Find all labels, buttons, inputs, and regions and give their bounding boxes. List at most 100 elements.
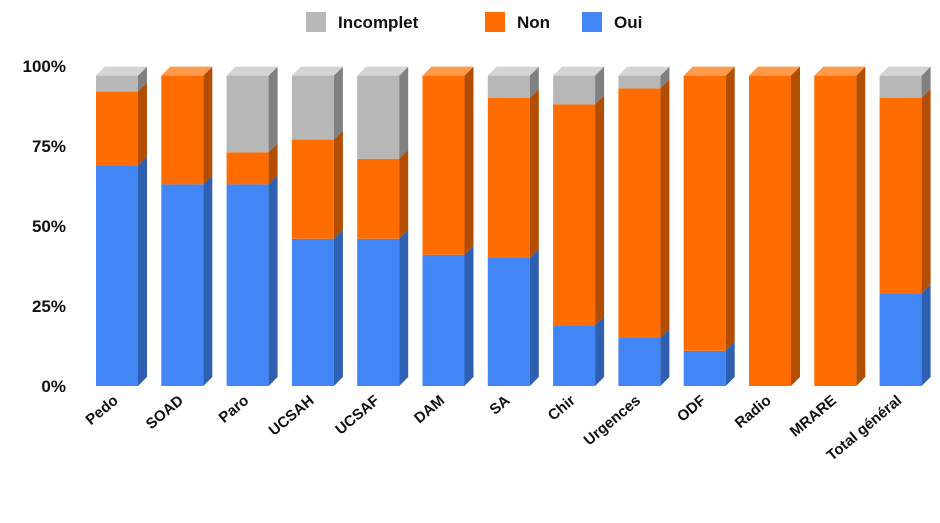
x-tick-label: UCSAF [332,392,383,438]
legend-swatch [306,12,326,32]
bar-top-cap [683,66,735,76]
bar-segment-side-non [856,66,866,386]
x-tick-label: MRARE [787,392,840,440]
bar-segment-side-incomplet [138,66,147,92]
x-axis: Pedo SOAD Paro UCSAH UCSAF DAM SA Chir Urgences O… [83,392,906,464]
bar-group [161,66,213,386]
bar-segment-side-non [725,66,735,351]
bar-segment-side-oui [595,316,605,386]
bar-segment-non [422,75,465,255]
bar-top-cap [226,66,278,76]
legend-swatch [485,12,505,32]
bar-segment-side-incomplet [921,66,931,98]
bar-segment-side-oui [138,156,147,386]
legend: Incomplet Non Oui [306,12,642,32]
bar-segment-side-non [529,89,539,258]
bar-segment-incomplet [226,75,269,153]
bar-segment-side-oui [203,175,213,386]
bar-segment-oui [96,165,138,386]
bar-segment-incomplet [487,75,530,98]
bar-segment-non [814,75,857,386]
x-tick-label: Chir [545,392,579,424]
bar-segment-side-oui [725,341,735,386]
bar-group [226,66,278,386]
bar-group [683,66,735,386]
legend-item: Incomplet [306,12,419,32]
bar-segment-incomplet [357,75,400,159]
bar-segment-oui [291,238,334,386]
x-tick-label: Radio [732,392,775,432]
bar-top-cap [749,66,800,76]
bar-segment-oui [553,325,596,386]
x-tick-label: DAM [411,392,448,427]
bar-top-cap [96,66,147,76]
bar-group [487,66,539,386]
bar-segment-incomplet [291,75,334,140]
bar-top-cap [618,66,670,76]
bar-segment-non [553,104,596,326]
bar-group [553,66,605,386]
bar-segment-side-non [791,66,800,386]
bar-segment-side-oui [268,175,278,386]
bar-segment-side-oui [660,329,670,386]
bar-segment-side-non [333,130,343,239]
bar-segment-oui [618,338,661,386]
bar-top-cap [487,66,539,76]
bar-segment-side-incomplet [333,66,343,140]
x-tick-label: UCSAH [266,392,318,439]
bar-group [879,66,931,386]
bar-segment-side-oui [464,245,474,386]
legend-label: Non [517,13,550,32]
bar-segment-side-oui [921,284,931,386]
bar-segment-non [683,75,726,351]
x-tick-label: SA [486,392,513,419]
y-tick-label: 0% [41,377,66,396]
bar-group [96,66,147,386]
bar-segment-side-non [660,79,670,339]
bar-segment-side-incomplet [399,66,409,159]
bar-segment-side-incomplet [529,66,539,98]
bar-top-cap [879,66,931,76]
bar-segment-incomplet [553,75,596,105]
bar-segment-incomplet [879,75,922,98]
bar-segment-non [618,88,661,339]
bar-segment-oui [879,293,922,386]
y-tick-label: 100% [23,57,66,76]
bar-group [422,66,474,386]
legend-label: Oui [614,13,642,32]
bar-segment-oui [422,254,465,386]
x-tick-label: Pedo [83,392,122,429]
bar-segment-non [487,98,530,258]
y-tick-label: 50% [32,217,66,236]
legend-item: Non [485,12,550,32]
bar-top-cap [422,66,474,76]
bar-segment-side-non [464,66,474,255]
legend-item: Oui [582,12,642,32]
x-tick-label: Urgences [581,392,644,449]
bar-segment-oui [161,184,204,386]
bar-segment-non [291,139,334,239]
bar-segment-non [749,75,791,386]
bars [96,66,931,386]
bar-segment-non [879,98,922,294]
bar-segment-oui [683,350,726,386]
bar-group [618,66,670,386]
bar-group [357,66,409,386]
bar-segment-non [96,91,138,166]
bar-group [749,66,800,386]
bar-segment-incomplet [96,75,138,92]
legend-label: Incomplet [338,13,419,32]
bar-segment-side-non [921,89,931,294]
bar-top-cap [814,66,866,76]
y-tick-label: 75% [32,137,66,156]
bar-segment-oui [357,238,400,386]
bar-segment-incomplet [618,75,661,89]
bar-segment-side-non [268,143,278,185]
bar-segment-side-non [595,95,605,326]
bar-top-cap [553,66,605,76]
bar-group [814,66,866,386]
bar-top-cap [291,66,343,76]
bar-segment-side-incomplet [595,66,605,105]
x-tick-label: SOAD [143,392,187,433]
